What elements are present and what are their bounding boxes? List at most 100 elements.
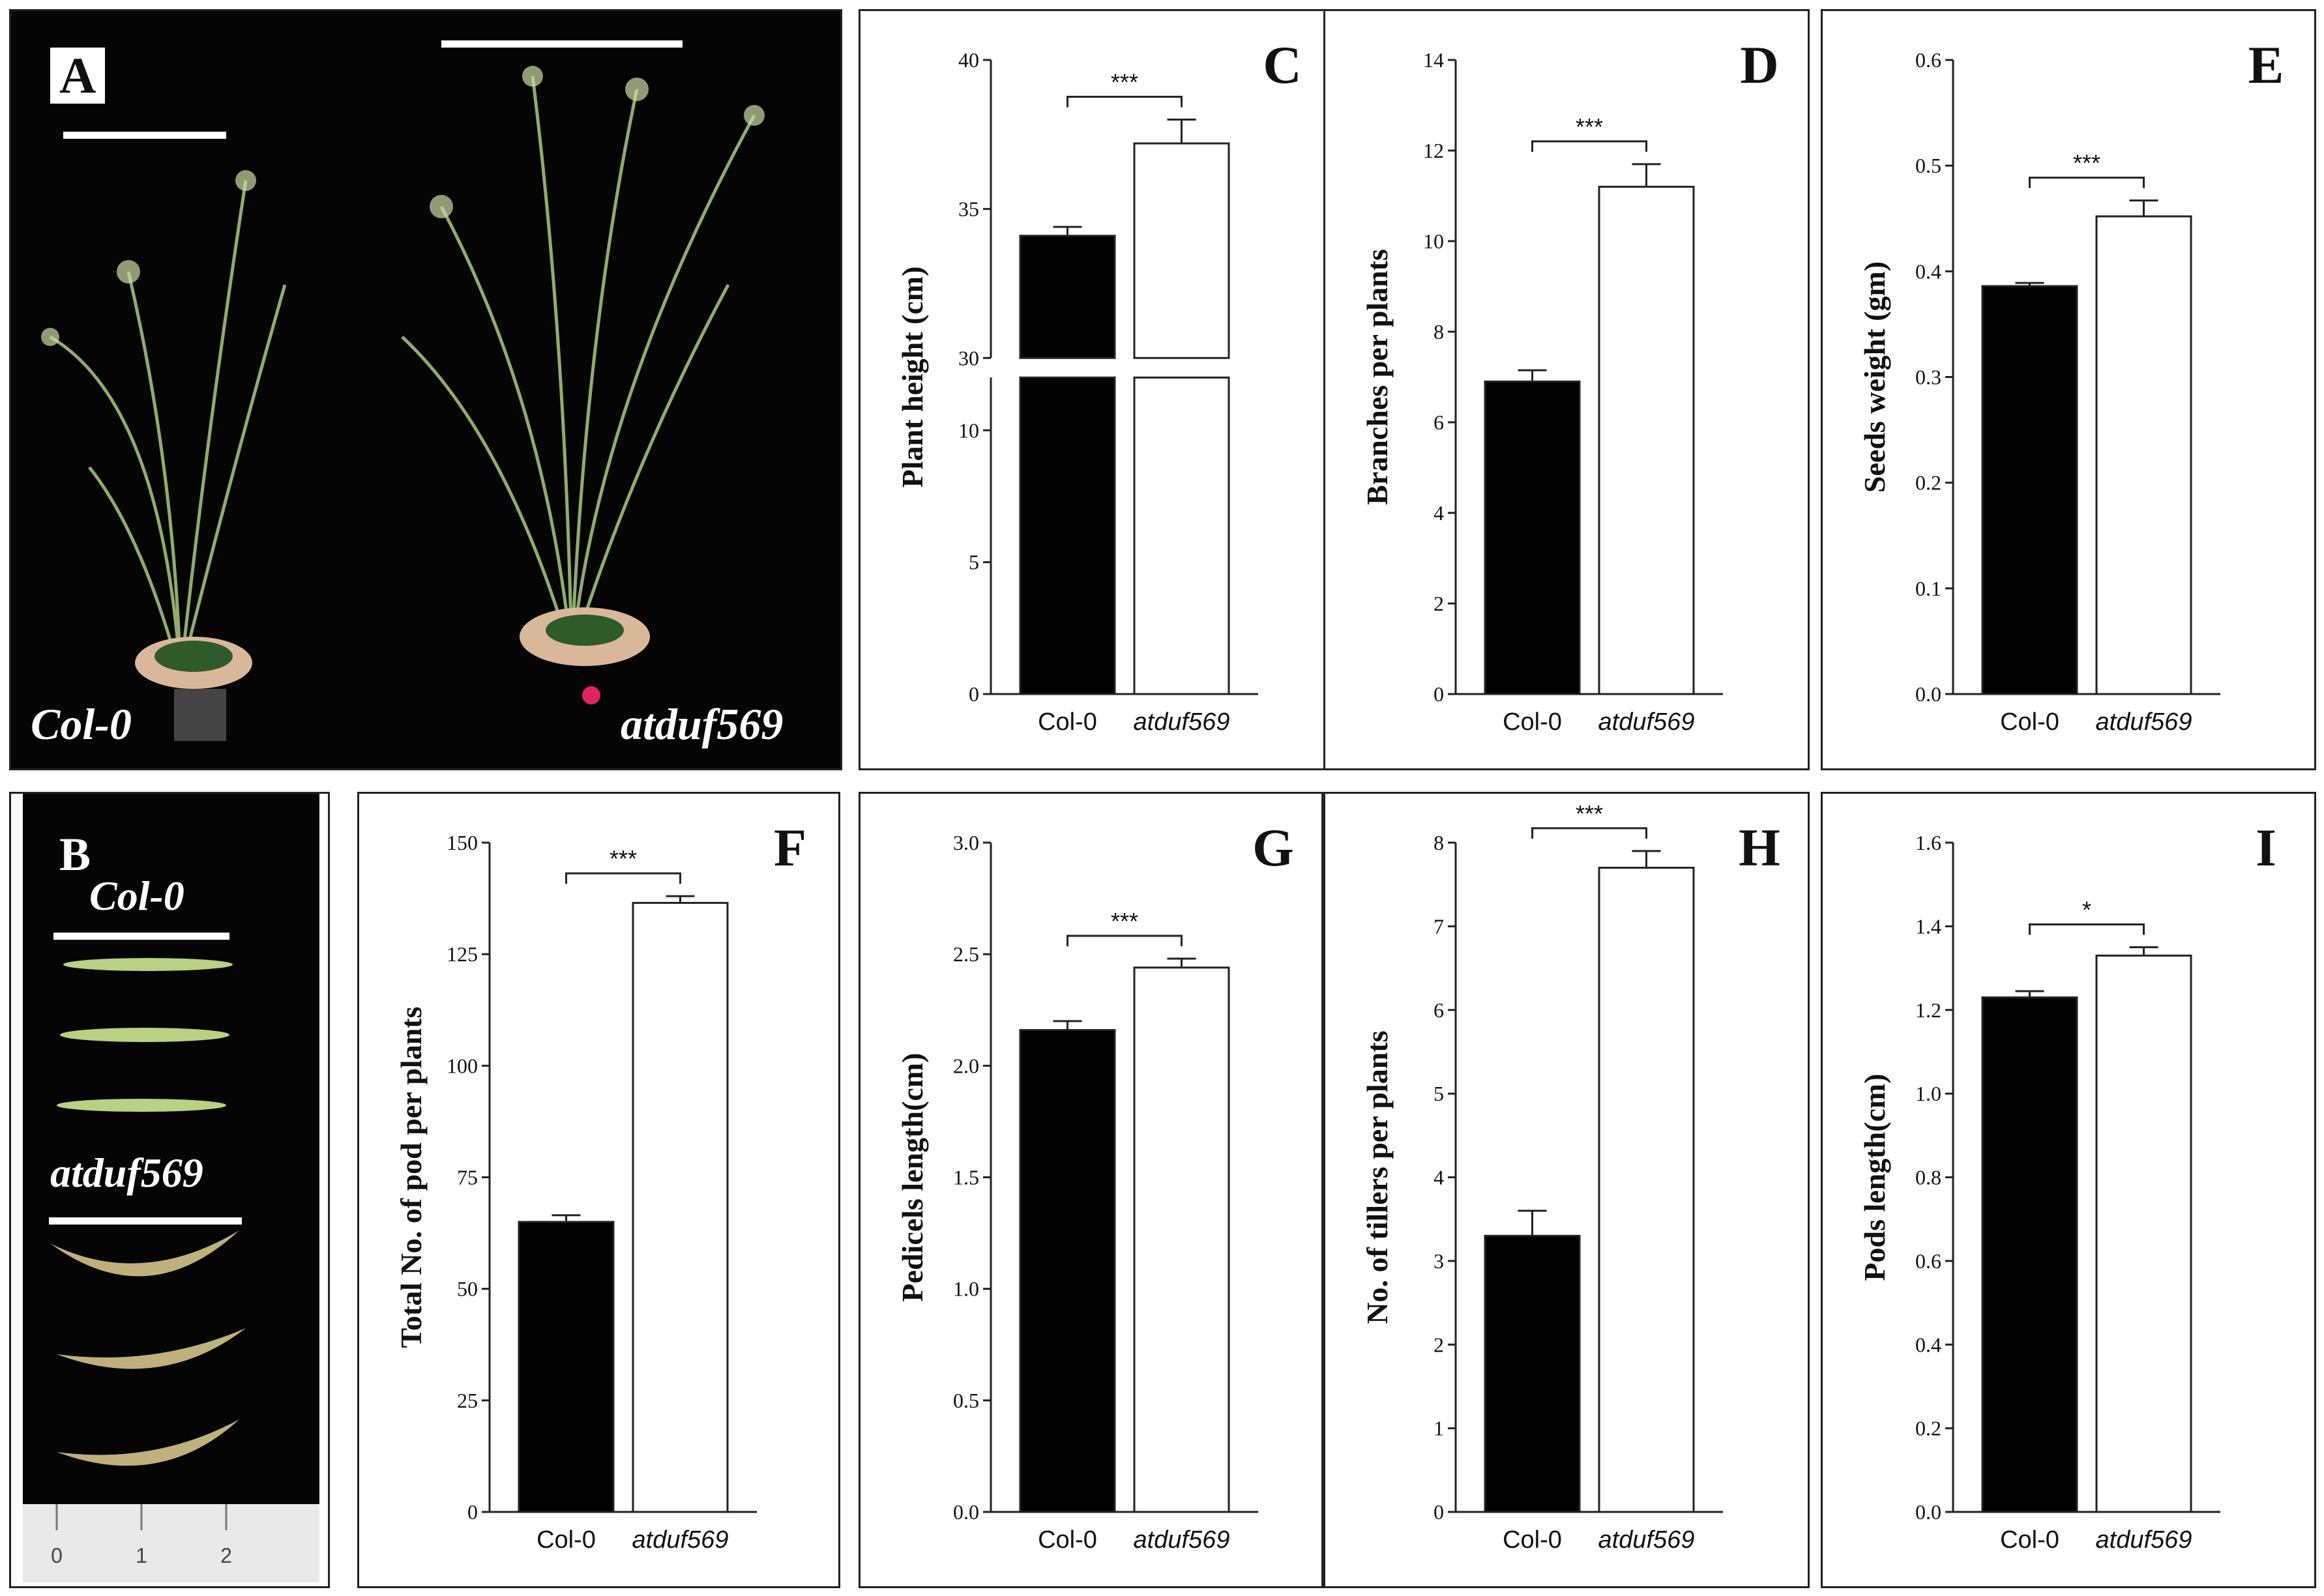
plant-illustration [41,66,765,741]
y-tick-label: 12 [1423,139,1444,162]
x-category-label: atduf569 [2096,708,2192,736]
bar-col0 [1484,1234,1581,1513]
significance-marker: * [2082,896,2091,923]
y-tick-label: 0 [1434,1500,1444,1524]
bar-atduf569 [1133,966,1230,1513]
y-axis-label: Plant height (cm) [896,267,929,488]
y-tick-label: 1.0 [1915,1082,1941,1105]
y-axis-label: No. of tillers per plants [1361,1030,1394,1324]
y-tick-label: 7 [1434,914,1444,938]
photo-label-atduf569: atduf569 [621,699,784,749]
chart-g: 0.0 0.5 1.0 1.5 2.0 2.5 3.0 Col-0 atduf569 *** Ped… [896,818,1294,1554]
bar-atduf569 [1598,186,1695,695]
bar-col0 [1019,235,1116,359]
y-tick-label: 0 [1434,682,1444,706]
chart-panel-g: 0.0 0.5 1.0 1.5 2.0 2.5 3.0 Col-0 atduf569 *** Ped… [859,792,1323,1588]
y-tick-label: 0.1 [1915,577,1941,600]
x-category-label: Col-0 [1038,708,1097,736]
y-tick-label: 0.0 [1915,1500,1941,1524]
chart-h: 0 1 2 3 4 5 6 7 8 Col-0 atduf569 *** No. of tillers … [1361,800,1780,1554]
significance-bracket [2029,923,2145,935]
significance-bracket [1066,935,1183,947]
pod-photo [23,794,319,1504]
significance-marker: *** [1576,113,1603,140]
panel-letter: I [2256,818,2276,877]
chart-panel-h: 0 1 2 3 4 5 6 7 8 Col-0 atduf569 *** No. of tillers … [1323,792,1810,1588]
y-tick-label: 8 [1434,831,1444,854]
x-category-label: Col-0 [1503,1526,1562,1554]
x-category-label: atduf569 [1598,708,1695,736]
bar-col0 [1981,996,2078,1513]
bar-col0 [1484,380,1581,695]
pod-label-col0: Col-0 [89,873,184,919]
y-tick-label: 125 [447,942,478,966]
panel-letter-a: A [50,48,106,104]
chart-panel-e: 0.0 0.1 0.2 0.3 0.4 0.5 0.6 Col-0 atduf569 *** See… [1821,9,2316,770]
panel-letter: C [1263,35,1301,94]
chart-i: 0.0 0.2 0.4 0.6 0.8 1.0 1.2 1.4 1.6 Col-0 atduf569… [1858,818,2276,1554]
y-tick-label: 0.5 [1915,154,1941,177]
y-tick-label: 4 [1434,1166,1444,1189]
bar-lower-col0 [1019,376,1116,695]
y-axis-label: Seeds weight (gm) [1858,261,1891,493]
photo-label-col0: Col-0 [31,699,132,749]
chart-d: 0 2 4 6 8 10 12 14 Col-0 atduf569 *** Branches per … [1361,35,1779,736]
y-tick-label: 0.0 [953,1500,979,1524]
ruler-tick-0: 0 [51,1544,63,1567]
bar-col0 [1019,1029,1116,1513]
y-tick-label: 0.4 [1915,1333,1941,1356]
y-tick-label: 40 [958,48,979,72]
pod-scale-bar-col0 [53,933,229,940]
panel-letter-b: B [59,828,91,880]
y-tick-label: 0.3 [1915,366,1941,389]
chart-c: 0 5 10 30 35 40 Col-0 atduf569 *** Plant height (… [896,35,1302,736]
y-tick-label: 50 [457,1277,478,1301]
x-category-label: atduf569 [632,1526,729,1554]
y-axis-label: Branches per plants [1361,249,1394,505]
y-tick-label: 2 [1434,1333,1444,1356]
significance-marker: *** [610,845,637,872]
y-axis-label: Pedicels length(cm) [896,1053,929,1302]
panel-letter: D [1740,35,1778,94]
y-tick-label: 1.5 [953,1166,979,1189]
photo-panel-a: A Col-0 atduf569 [9,9,842,770]
scale-bar-col0 [63,132,226,139]
bar-atduf569 [632,901,729,1513]
pod-scale-bar-atduf569 [49,1217,242,1225]
significance-marker: *** [1111,908,1138,935]
bar-col0 [518,1221,615,1513]
y-tick-label: 3 [1434,1249,1444,1273]
chart-panel-c: 0 5 10 30 35 40 Col-0 atduf569 *** Plant height (… [859,9,1332,770]
bar-col0 [1981,285,2078,695]
y-tick-label: 2.0 [953,1054,979,1077]
chart-f: 0 25 50 75 100 125 150 Col-0 atduf569 *** Total No… [394,818,806,1554]
significance-marker: *** [1111,68,1138,95]
bar-atduf569 [2095,954,2192,1513]
ruler-tick-1: 1 [136,1544,147,1567]
y-tick-label: 5 [1434,1082,1444,1105]
y-tick-label: 10 [958,418,979,442]
x-category-label: Col-0 [2000,1526,2059,1554]
y-axis-label: Total No. of pod per plants [394,1006,428,1348]
y-tick-label: 0.5 [953,1389,979,1412]
bar-atduf569 [2095,215,2192,695]
x-category-label: Col-0 [1503,708,1562,736]
chart-panel-i: 0.0 0.2 0.4 0.6 0.8 1.0 1.2 1.4 1.6 Col-0 atduf569… [1821,792,2316,1588]
y-tick-label: 35 [958,197,979,221]
y-tick-label: 10 [1423,229,1444,253]
x-category-label: Col-0 [2000,708,2059,736]
panel-letter: E [2248,35,2284,94]
y-tick-label: 0.0 [1915,682,1941,706]
significance-bracket [2029,177,2145,188]
pod-illustration: 0 1 2 [23,958,319,1582]
y-tick-label: 3.0 [953,831,979,854]
significance-bracket [1531,140,1647,152]
chart-panel-d: 0 2 4 6 8 10 12 14 Col-0 atduf569 *** Branches per … [1323,9,1810,770]
chart-e: 0.0 0.1 0.2 0.3 0.4 0.5 0.6 Col-0 atduf569 *** See… [1858,35,2284,736]
y-tick-label: 0 [969,682,979,706]
scale-bar-atduf569 [441,40,683,48]
significance-bracket [1066,95,1183,108]
photo-panel-b: B Col-0 atduf569 0 1 2 [9,792,330,1588]
y-tick-label: 0.2 [1915,471,1941,495]
y-tick-label: 0 [467,1500,478,1524]
